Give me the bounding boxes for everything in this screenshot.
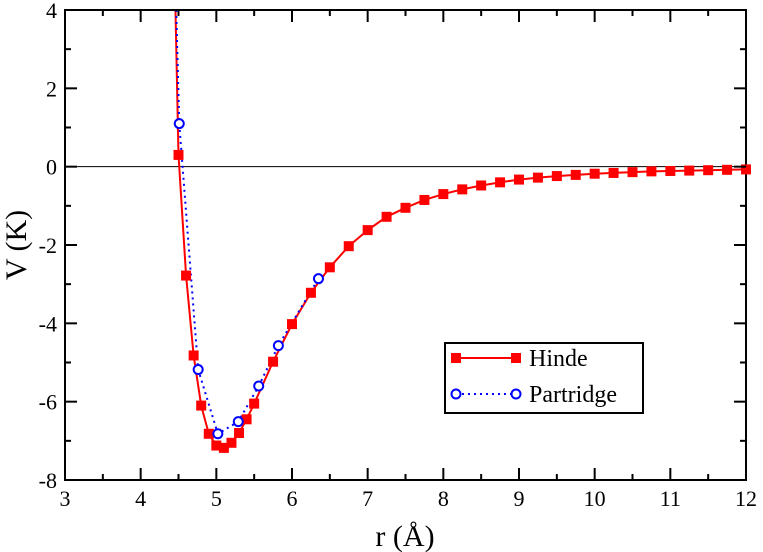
data-point-hinde <box>741 164 751 175</box>
data-point-hinde <box>324 262 335 273</box>
data-point-partridge <box>253 380 265 392</box>
legend-label-hinde: Hinde <box>529 346 588 372</box>
x-tick-label: 7 <box>362 486 373 511</box>
data-point-partridge <box>312 273 324 285</box>
x-axis-title: r (Å) <box>375 520 434 552</box>
data-point-partridge <box>232 416 244 428</box>
data-point-hinde <box>234 428 245 438</box>
data-point-hinde <box>665 165 676 176</box>
y-tick-label: -2 <box>39 233 57 258</box>
x-tick-label: 11 <box>660 486 681 511</box>
x-tick-label: 3 <box>60 486 71 511</box>
data-point-hinde <box>627 167 638 178</box>
x-tick-label: 8 <box>438 486 449 511</box>
legend-marker-hinde-left <box>451 353 461 363</box>
data-point-hinde <box>722 164 733 175</box>
legend-marker-hinde-right <box>511 353 521 363</box>
x-tick-label: 9 <box>514 486 525 511</box>
data-point-hinde <box>226 437 237 448</box>
data-point-hinde <box>495 177 506 188</box>
data-point-hinde <box>551 171 562 182</box>
data-point-partridge <box>272 340 284 352</box>
data-point-hinde <box>646 166 657 177</box>
data-point-partridge <box>212 428 224 440</box>
data-point-hinde <box>181 270 192 281</box>
legend: Hinde Partridge <box>444 342 644 414</box>
data-point-hinde <box>241 414 252 425</box>
data-point-hinde <box>305 287 316 298</box>
data-point-hinde <box>173 149 184 160</box>
y-tick-label: -8 <box>39 468 57 493</box>
marker-layer <box>173 118 751 453</box>
data-point-hinde <box>589 168 600 179</box>
data-point-hinde <box>196 400 207 411</box>
series-line-partridge <box>175 10 320 435</box>
data-point-hinde <box>532 172 543 183</box>
legend-marker-partridge-left <box>450 388 462 400</box>
data-point-hinde <box>188 350 199 361</box>
data-point-hinde <box>268 356 279 367</box>
data-point-hinde <box>381 211 392 222</box>
data-point-hinde <box>343 241 354 252</box>
y-tick-label: 2 <box>46 76 57 101</box>
x-tick-label: 6 <box>287 486 298 511</box>
y-tick-label: -6 <box>39 390 57 415</box>
data-point-hinde <box>203 428 214 439</box>
data-point-hinde <box>362 225 373 236</box>
legend-marker-partridge-right <box>510 388 522 400</box>
data-point-hinde <box>438 189 449 200</box>
data-point-hinde <box>684 165 695 176</box>
data-point-hinde <box>608 167 619 178</box>
data-point-hinde <box>400 202 411 213</box>
data-point-hinde <box>419 194 430 205</box>
data-point-hinde <box>249 398 260 409</box>
y-tick-label: -4 <box>39 311 57 336</box>
tick-label-layer: 3 4 5 6 7 8 9 10 11 12 -8 -6 -4 -2 0 2 4 <box>39 0 757 511</box>
x-tick-label: 4 <box>135 486 146 511</box>
data-point-hinde <box>218 442 229 453</box>
data-point-partridge <box>173 118 185 130</box>
data-point-hinde <box>457 184 468 195</box>
legend-label-partridge: Partridge <box>529 382 617 408</box>
y-tick-label: 4 <box>46 0 57 23</box>
data-point-hinde <box>514 174 524 185</box>
data-point-hinde <box>476 180 487 191</box>
y-axis-title: V (K) <box>0 210 33 280</box>
data-point-hinde <box>211 440 222 451</box>
data-point-hinde <box>703 165 714 176</box>
x-tick-label: 12 <box>735 486 757 511</box>
x-tick-label: 10 <box>584 486 606 511</box>
legend-box <box>444 342 644 414</box>
y-tick-label: 0 <box>46 155 57 180</box>
data-point-partridge <box>192 364 204 376</box>
x-tick-label: 5 <box>211 486 222 511</box>
data-point-hinde <box>570 169 581 180</box>
data-point-hinde <box>287 319 297 330</box>
